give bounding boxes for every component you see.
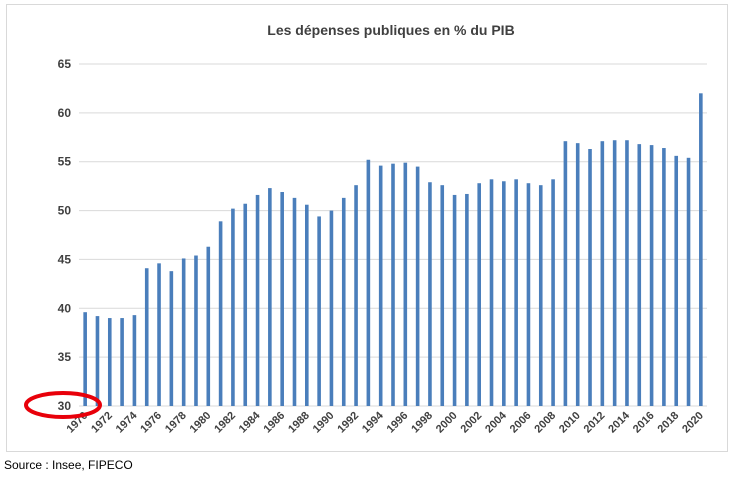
- bar-2015: [637, 144, 642, 406]
- bar-2003: [489, 179, 494, 406]
- x-tick-label: 1990: [311, 410, 337, 436]
- x-tick-label: 1980: [188, 410, 214, 436]
- bar-2016: [649, 145, 654, 406]
- bar-1978: [181, 258, 186, 406]
- bar-1991: [341, 197, 346, 406]
- bar-2000: [452, 194, 457, 406]
- x-tick-label: 2008: [532, 410, 558, 436]
- source-note: Source : Insee, FIPECO: [4, 458, 133, 472]
- bar-2019: [686, 157, 691, 406]
- x-tick-label: 1978: [163, 410, 189, 436]
- bar-2012: [600, 141, 605, 406]
- bar-1997: [415, 166, 420, 406]
- bar-1971: [95, 316, 100, 406]
- bar-2001: [465, 193, 469, 406]
- x-tick-label: 2014: [606, 409, 632, 435]
- bar-1988: [305, 204, 309, 406]
- y-tick-label: 60: [58, 106, 72, 120]
- y-tick-label: 55: [58, 155, 72, 169]
- bar-1970: [83, 312, 87, 406]
- x-tick-label: 1996: [385, 410, 411, 436]
- x-tick-label: 1992: [335, 410, 361, 436]
- bar-1984: [255, 194, 260, 406]
- x-tick-label: 2018: [656, 410, 682, 436]
- bar-1973: [120, 318, 124, 406]
- x-tick-label: 1984: [237, 409, 263, 435]
- chart-title: Les dépenses publiques en % du PIB: [267, 22, 514, 38]
- bar-1996: [403, 162, 408, 406]
- x-tick-label: 2000: [434, 410, 460, 436]
- bar-2018: [674, 155, 679, 406]
- bar-1990: [329, 210, 334, 406]
- x-tick-label: 2016: [631, 410, 657, 436]
- bar-2004: [502, 181, 506, 406]
- y-tick-label: 45: [58, 252, 72, 266]
- bar-1993: [366, 159, 371, 406]
- bar-1987: [292, 197, 297, 406]
- chart-frame: Les dépenses publiques en % du PIB 30 35 4…: [6, 4, 728, 452]
- x-tick-label: 2020: [680, 410, 706, 436]
- bar-1979: [194, 255, 198, 406]
- bar-1999: [440, 185, 445, 406]
- bar-1972: [107, 318, 112, 406]
- y-axis-tick-labels: 30 35 40 45 50 55 60 65: [58, 57, 72, 413]
- y-tick-label: 35: [58, 350, 72, 364]
- x-tick-label: 1976: [138, 410, 164, 436]
- bar-2020: [699, 93, 703, 406]
- highlight-ellipse: [24, 391, 102, 419]
- bar-2008: [551, 179, 555, 406]
- x-tick-label: 2006: [508, 410, 534, 436]
- bar-1983: [243, 203, 248, 406]
- x-tick-label: 2002: [459, 410, 485, 436]
- x-tick-label: 1986: [262, 410, 288, 436]
- bar-chart: Les dépenses publiques en % du PIB 30 35 4…: [24, 22, 707, 435]
- bar-1992: [354, 185, 358, 406]
- x-tick-label: 2012: [582, 410, 608, 436]
- bar-2002: [477, 183, 481, 406]
- bar-1982: [231, 208, 235, 406]
- bar-1995: [391, 163, 395, 406]
- bar-2011: [588, 149, 592, 406]
- bar-1977: [169, 271, 174, 406]
- y-tick-label: 65: [58, 57, 72, 71]
- x-tick-label: 1982: [212, 410, 238, 436]
- bar-1998: [428, 182, 432, 406]
- y-tick-label: 50: [58, 204, 72, 218]
- x-tick-label: 1974: [114, 409, 140, 435]
- bar-1985: [268, 188, 272, 406]
- x-tick-label: 1998: [409, 410, 435, 436]
- bar-2013: [612, 140, 617, 406]
- bar-1975: [144, 268, 149, 406]
- bar-2017: [662, 148, 666, 406]
- bar-1994: [378, 165, 383, 406]
- bar-2010: [575, 143, 580, 406]
- bar-1980: [206, 246, 211, 406]
- x-tick-label: 1994: [360, 409, 386, 435]
- bar-2014: [625, 140, 629, 406]
- bar-2006: [526, 183, 531, 406]
- x-tick-label: 1988: [286, 410, 312, 436]
- bar-1976: [157, 263, 161, 406]
- bar-1981: [218, 221, 223, 406]
- bar-2007: [538, 185, 543, 406]
- bar-2009: [563, 141, 568, 406]
- x-axis-tick-labels: 1970197219741976197819801982198419861988…: [65, 409, 706, 435]
- y-tick-label: 40: [58, 301, 72, 315]
- y-tick-label: 30: [58, 399, 72, 413]
- bar-1989: [317, 216, 321, 406]
- bar-1974: [132, 315, 137, 406]
- x-tick-label: 2004: [483, 409, 509, 435]
- bar-1986: [280, 192, 284, 406]
- bar-2005: [514, 179, 518, 406]
- bars: [83, 93, 703, 406]
- x-tick-label: 2010: [557, 410, 583, 436]
